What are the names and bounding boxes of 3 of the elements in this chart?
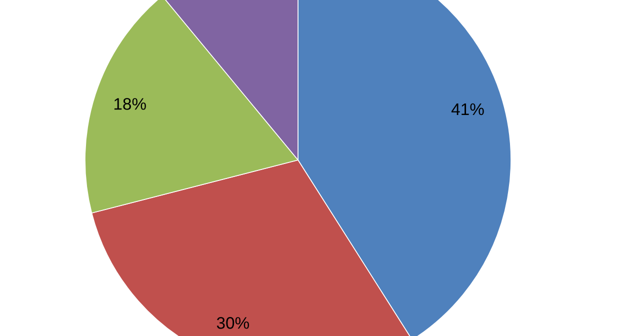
- data-label: 30%: [216, 317, 250, 329]
- data-label: 41%: [451, 103, 484, 116]
- data-label: 18%: [114, 98, 146, 110]
